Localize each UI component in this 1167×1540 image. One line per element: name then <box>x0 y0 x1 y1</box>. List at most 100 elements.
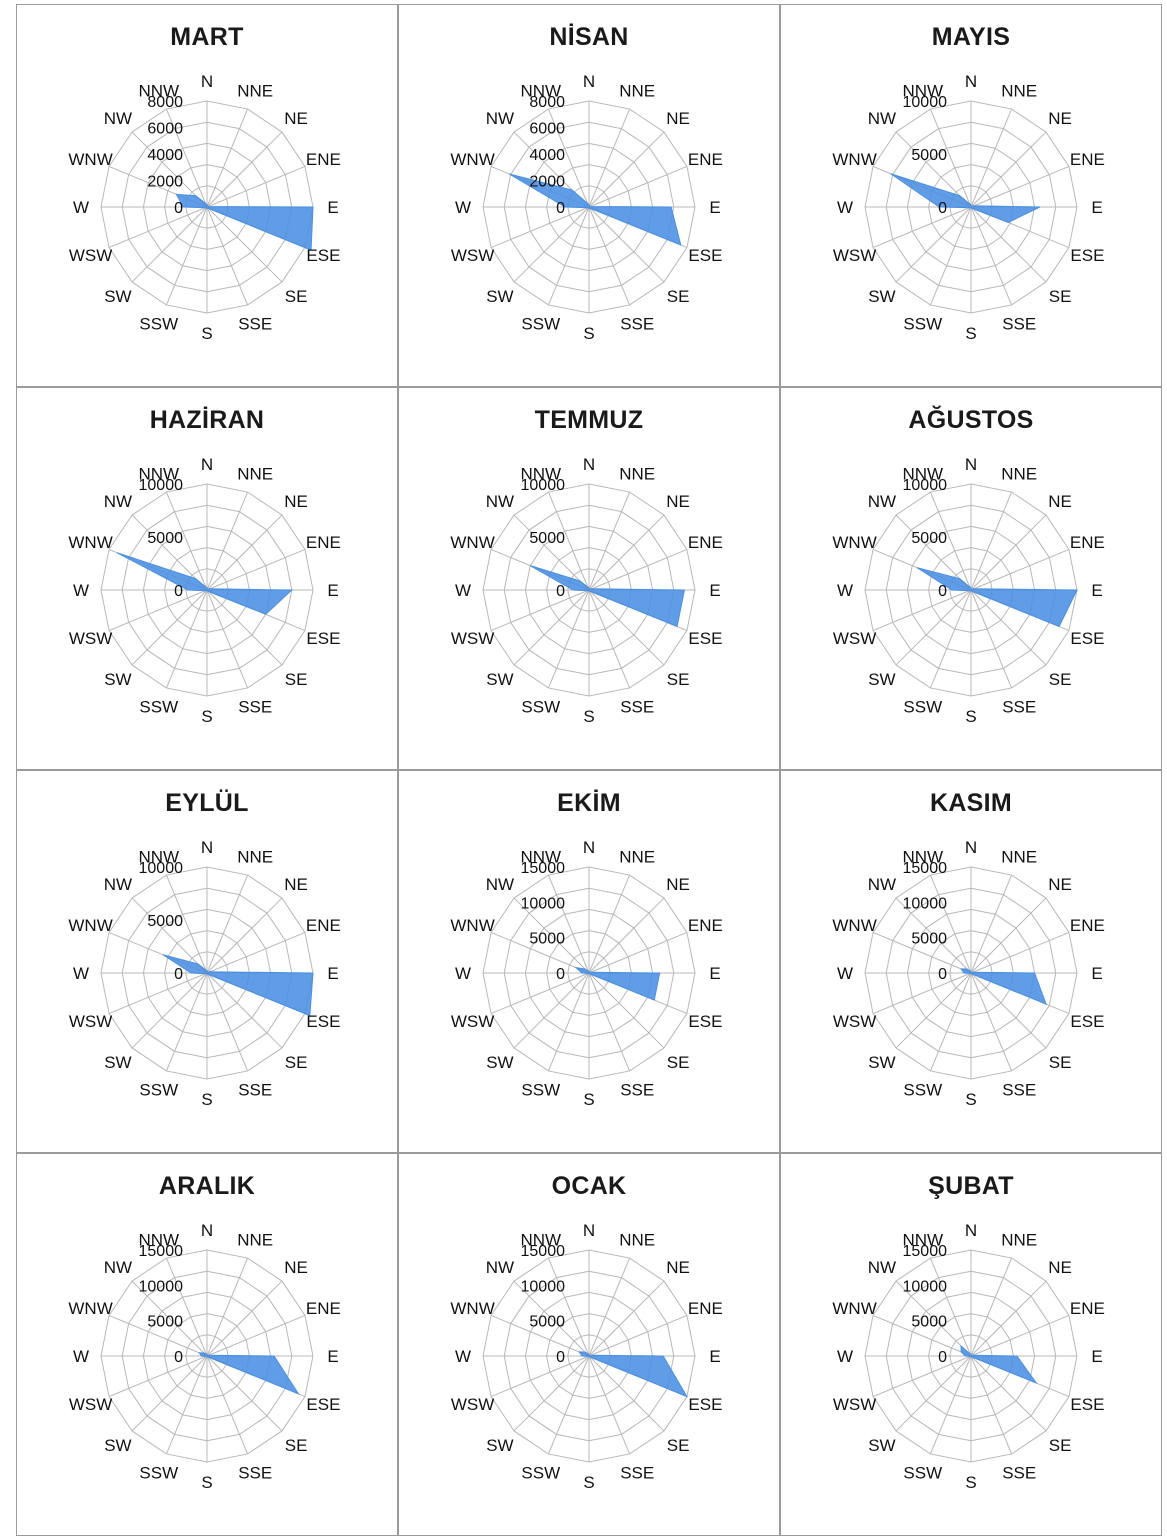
grid-spoke <box>513 514 590 591</box>
direction-label: SW <box>104 1053 131 1072</box>
direction-label: E <box>327 581 338 600</box>
grid-spoke <box>588 897 665 974</box>
direction-label: SSW <box>521 1080 560 1099</box>
grid-spoke <box>588 131 665 208</box>
direction-label: SSW <box>903 697 942 716</box>
tick-label: 5000 <box>147 530 183 547</box>
direction-label: E <box>1091 1347 1102 1366</box>
direction-label: NW <box>104 109 132 128</box>
direction-label: WSW <box>451 1395 494 1414</box>
direction-label: ESE <box>1070 1395 1104 1414</box>
direction-label: SW <box>486 1436 513 1455</box>
grid-spoke <box>206 897 283 974</box>
direction-label: WNW <box>832 1299 876 1318</box>
direction-label: ENE <box>688 533 723 552</box>
tick-label: 5000 <box>911 147 947 164</box>
direction-label: ENE <box>688 1299 723 1318</box>
direction-label: N <box>965 1221 977 1240</box>
grid-spoke <box>108 1314 208 1357</box>
grid-spoke <box>206 108 249 208</box>
direction-label: WSW <box>69 629 112 648</box>
direction-label: W <box>837 198 853 217</box>
direction-label: NNW <box>520 1231 561 1250</box>
grid-spoke <box>929 1257 972 1357</box>
direction-label: SSE <box>620 1080 654 1099</box>
grid-spoke <box>547 1355 590 1455</box>
grid-spoke <box>970 874 1013 974</box>
wind-rose-chart: N NNE NE ENE E ESE SE SSE S SSW SW WSW W WNW NW NNW 0 500… <box>832 838 1104 1109</box>
direction-label: ENE <box>306 533 341 552</box>
direction-label: NW <box>868 492 896 511</box>
wind-series-area <box>509 173 682 246</box>
direction-label: SSW <box>521 314 560 333</box>
direction-label: WNW <box>832 916 876 935</box>
chart-title: ARALIK <box>158 1172 256 1200</box>
tick-label: 10000 <box>903 895 948 912</box>
tick-label: 10000 <box>903 94 948 111</box>
chart-title: MART <box>170 23 244 51</box>
grid-spoke <box>165 874 208 974</box>
grid-spoke <box>131 972 208 1049</box>
grid-spoke <box>895 589 972 666</box>
direction-label: ENE <box>1070 533 1105 552</box>
direction-label: WNW <box>68 150 112 169</box>
direction-label: W <box>73 581 89 600</box>
grid-spoke <box>206 206 249 306</box>
direction-label: SE <box>667 287 690 306</box>
direction-label: SE <box>285 1436 308 1455</box>
direction-label: SSW <box>521 697 560 716</box>
direction-label: W <box>837 964 853 983</box>
direction-label: SW <box>104 670 131 689</box>
wind-series-area <box>198 1352 300 1395</box>
grid-spoke <box>872 589 972 632</box>
direction-label: SSE <box>620 1463 654 1482</box>
grid-spoke <box>547 1257 590 1357</box>
direction-label: ENE <box>1070 1299 1105 1318</box>
grid-spoke <box>895 206 972 283</box>
radar-grid <box>864 1249 1078 1463</box>
grid-spoke <box>970 514 1047 591</box>
grid-spoke <box>513 206 590 283</box>
tick-label: 10000 <box>139 860 184 877</box>
direction-label: SE <box>667 670 690 689</box>
direction-label: NE <box>1048 875 1072 894</box>
direction-label: E <box>709 581 720 600</box>
radar-grid <box>482 1249 696 1463</box>
grid-spoke <box>588 874 631 974</box>
direction-label: W <box>455 198 471 217</box>
grid-spoke <box>206 874 249 974</box>
grid-spoke <box>131 131 208 208</box>
direction-label: SW <box>868 1436 895 1455</box>
direction-label: NE <box>1048 492 1072 511</box>
wind-rose-chart: N NNE NE ENE E ESE SE SSE S SSW SW WSW W WNW NW NNW 0 500… <box>450 1221 723 1492</box>
grid-spoke <box>490 972 590 1015</box>
direction-label: NNW <box>902 82 943 101</box>
grid-spoke <box>588 206 631 306</box>
grid-spoke <box>970 931 1070 974</box>
wind-rose-chart: N NNE NE ENE E ESE SE SSE S SSW SW WSW W WNW NW NNW 0 500… <box>450 838 722 1109</box>
direction-label: SSW <box>139 1080 178 1099</box>
direction-label: NE <box>284 492 308 511</box>
direction-label: SSE <box>1002 1080 1036 1099</box>
direction-label: NNW <box>138 1231 179 1250</box>
grid-spoke <box>490 1314 590 1357</box>
direction-label: WSW <box>833 1395 876 1414</box>
direction-label: WSW <box>451 629 494 648</box>
wind-series-area <box>916 567 1078 628</box>
direction-label: WNW <box>68 1299 112 1318</box>
direction-label: SSE <box>620 697 654 716</box>
wind-series-area <box>162 954 314 1017</box>
tick-label: 10000 <box>521 477 566 494</box>
chart-title: EYLÜL <box>165 789 249 817</box>
wind-rose-chart: N NNE NE ENE E ESE SE SSE S SSW SW WSW W WNW NW NNW 0 500… <box>68 1221 340 1492</box>
direction-label: SSE <box>238 697 272 716</box>
tick-label: 15000 <box>521 1243 566 1260</box>
grid-spoke <box>165 1257 208 1357</box>
grid-spoke <box>929 491 972 591</box>
tick-label: 5000 <box>529 931 565 948</box>
wind-rose-chart: N NNE NE ENE E ESE SE SSE S SSW SW WSW W WNW NW NNW 0 500… <box>832 72 1104 343</box>
direction-label: SW <box>868 1053 895 1072</box>
direction-label: SE <box>285 670 308 689</box>
direction-label: SE <box>285 1053 308 1072</box>
grid-spoke <box>206 514 283 591</box>
